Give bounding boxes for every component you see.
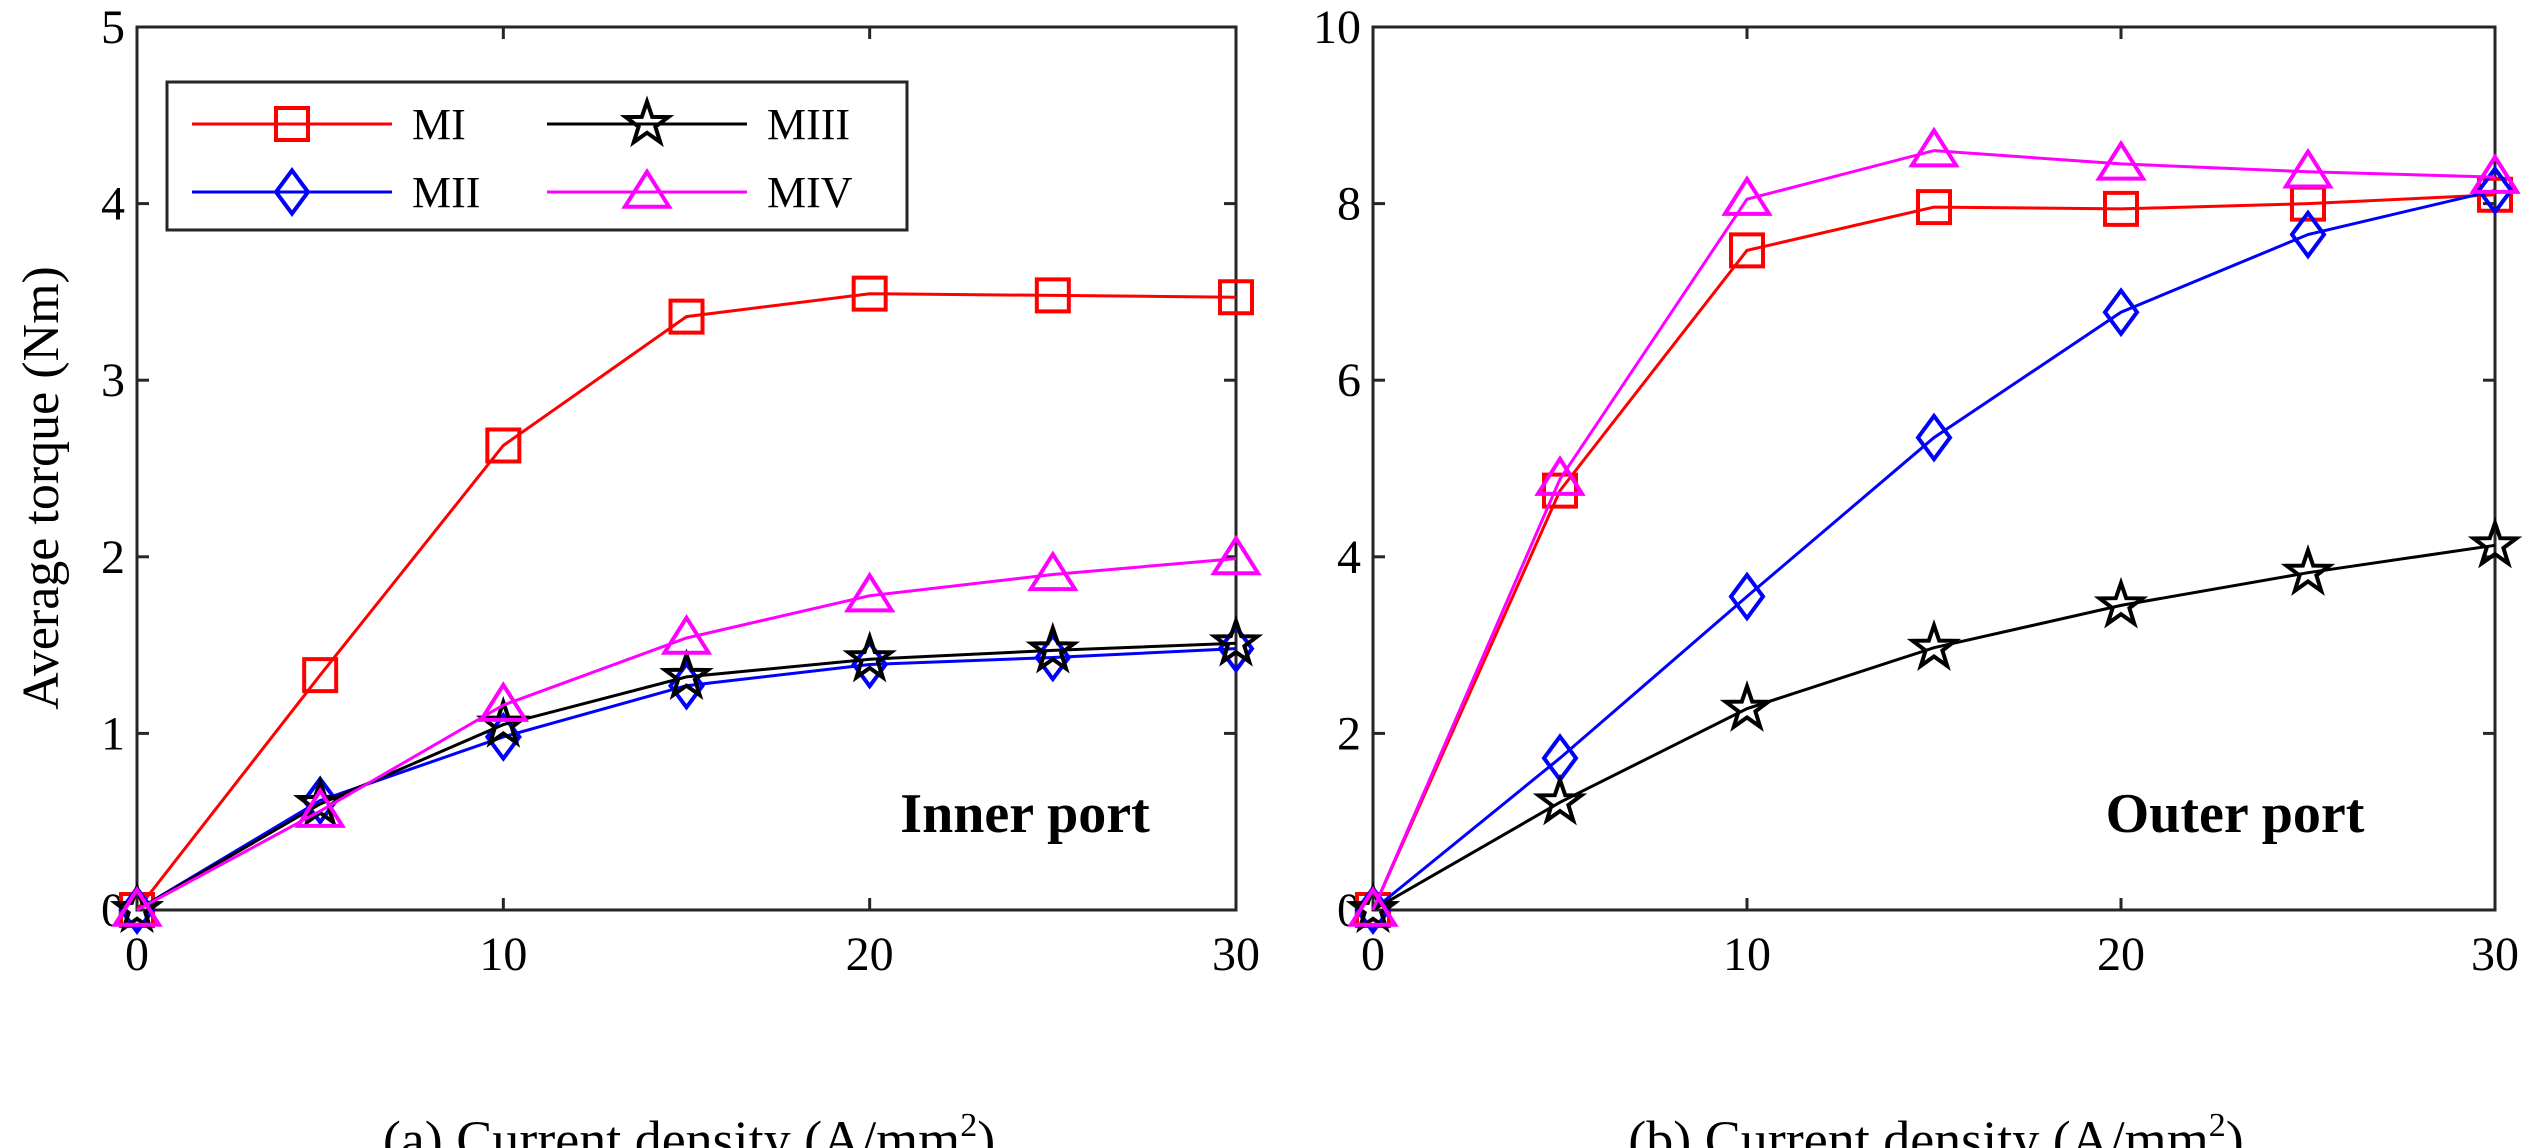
panel-b-point-miv [1721, 175, 1773, 216]
panel-a-point-miv [477, 681, 530, 722]
panel-b-point-miii [1345, 881, 1401, 934]
panel-a-point-miii [842, 630, 897, 683]
panel-b-point-mii [1728, 571, 1766, 622]
legend-entry-miii: MIII [547, 95, 850, 149]
panel-a-line-miii [136, 641, 1237, 912]
legend-label: MIII [767, 100, 850, 149]
legend-swatch-marker [274, 106, 310, 142]
panel-b-point-mii [2476, 165, 2514, 216]
panel-b-point-miii [1906, 619, 1962, 671]
panel-b-line-miv [1371, 149, 2496, 911]
panel-a-point-miv [660, 614, 713, 655]
panel-b-point-miv [2469, 153, 2521, 194]
legend-swatch-marker [619, 95, 675, 148]
panel-a-point-mi [851, 275, 888, 312]
legend-label: MI [412, 100, 466, 149]
panel-a-x-tick-label: 30 [1212, 928, 1260, 981]
panel-b-line-mi [1371, 193, 2496, 911]
legend-label: MII [412, 168, 480, 217]
panel-a-inner-port: Average torque (Nm) (a) Current density … [13, 1, 1264, 1148]
panel-b-line-mii [1372, 188, 2496, 912]
panel-b-point-miii [1719, 680, 1775, 732]
panel-b-axes-box [1371, 25, 2497, 912]
legend-swatch-marker [273, 167, 311, 217]
panel-a-point-miv [1027, 550, 1079, 592]
legend-swatch-marker [621, 168, 673, 209]
panel-b-point-miv [1347, 886, 1399, 927]
panel-a-x-axis-label: (a) Current density (A/mm2) [383, 1107, 995, 1148]
legend: MI MII MIII MIV [165, 80, 909, 232]
panel-b-y-tick-label: 8 [1337, 178, 1361, 231]
panel-a-point-mi [668, 298, 705, 335]
panel-a-annotation: Inner port [900, 783, 1150, 845]
panel-a-point-mii [1217, 623, 1255, 674]
panel-b-point-miii [2093, 576, 2149, 629]
panel-a-line-miv [136, 557, 1237, 912]
panel-a-point-mi [1218, 279, 1254, 316]
panel-a-point-miv [1210, 534, 1262, 576]
panel-a-series-mii [118, 623, 1255, 935]
panel-b-y-tick-label: 4 [1337, 531, 1361, 584]
panel-a-point-mi [485, 427, 522, 464]
panel-b-point-miii [2467, 516, 2523, 569]
panel-b-point-miii [1532, 773, 1588, 826]
panel-a-y-tick-label: 5 [101, 1, 125, 54]
panel-b-x-axis-label: (b) Current density (A/mm2) [1628, 1107, 2243, 1148]
panel-a-x-tick-label: 20 [846, 928, 894, 981]
panel-a-series-miii [109, 614, 1264, 934]
panel-a-point-mii [301, 775, 339, 826]
panel-a-x-tick-label: 10 [479, 928, 527, 981]
panel-b-point-mi [1916, 189, 1952, 226]
panel-a-point-miv [294, 787, 346, 828]
panel-b-x-tick-label: 20 [2097, 928, 2145, 981]
panel-a-line-mi [135, 292, 1237, 911]
panel-a-y-tick-label: 3 [101, 354, 125, 407]
panel-b-series-miii [1345, 516, 2523, 934]
legend-label: MIV [767, 168, 853, 217]
panel-b-point-mii [2289, 209, 2327, 260]
panel-b-x-tick-label: 10 [1723, 928, 1771, 981]
panel-b-point-miv [1534, 455, 1586, 496]
panel-a-point-mi [1034, 277, 1071, 314]
panel-a-y-axis-label: Average torque (Nm) [13, 266, 70, 710]
panel-b-point-miii [2280, 544, 2336, 596]
panel-b-y-tick-label: 10 [1313, 1, 1361, 54]
panel-a-point-miii [476, 695, 531, 748]
panel-a-point-miv [843, 571, 896, 613]
legend-entry-mii: MII [192, 167, 480, 217]
panel-a-point-miii [1025, 621, 1081, 674]
panel-b-y-tick-label: 2 [1337, 707, 1361, 760]
panel-b-annotation: Outer port [2106, 783, 2365, 845]
panel-b-point-mi [1729, 232, 1765, 269]
panel-b-x-tick-label: 30 [2471, 928, 2519, 981]
panel-b-x-tick-label: 0 [1361, 928, 1385, 981]
panel-a-point-miii [1208, 614, 1264, 667]
panel-a-point-mi [302, 657, 339, 694]
panel-b-point-mi [2103, 190, 2139, 227]
legend-entry-miv: MIV [547, 168, 853, 217]
panel-a-y-tick-label: 4 [101, 178, 125, 231]
panel-a-point-miv [111, 886, 163, 927]
panel-a-y-tick-label: 2 [101, 531, 125, 584]
panel-b-point-mii [1915, 412, 1953, 463]
panel-b-point-mi [1542, 472, 1578, 509]
panel-a-x-tick-label: 0 [125, 928, 149, 981]
panel-b-outer-port: (b) Current density (A/mm2) 0 10 20 3002468… [1313, 1, 2523, 1148]
panel-b-series-miv [1347, 126, 2521, 927]
panel-b-point-miv [2095, 139, 2147, 181]
panel-a-axes-box [135, 25, 1238, 912]
legend-entry-mi: MI [192, 100, 466, 149]
panel-a-point-miii [659, 648, 714, 701]
panel-b-point-miv [1908, 126, 1960, 168]
panel-b-line-miii [1372, 543, 2496, 912]
panel-a-y-tick-label: 1 [101, 707, 125, 760]
panel-b-y-tick-label: 6 [1337, 354, 1361, 407]
panel-b-point-miv [2282, 147, 2334, 189]
panel-a-series-miv [111, 534, 1262, 927]
panel-b-point-mii [2102, 287, 2140, 338]
